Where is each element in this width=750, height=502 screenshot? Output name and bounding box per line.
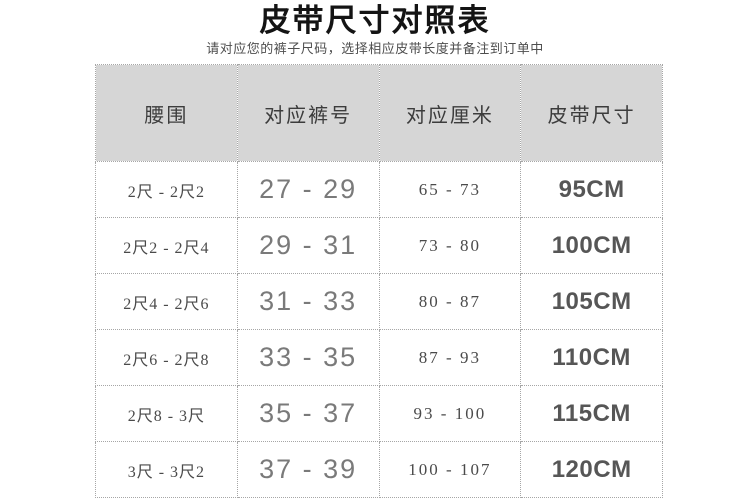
header-belt-size: 皮带尺寸 xyxy=(520,64,663,162)
header-waist: 腰围 xyxy=(95,64,238,162)
page-title: 皮带尺寸对照表 xyxy=(259,3,491,38)
cell-centimeters: 100 - 107 xyxy=(378,441,522,498)
cell-centimeters: 93 - 100 xyxy=(378,385,522,442)
cell-pants-size: 31 - 33 xyxy=(236,273,380,330)
cell-waist: 3尺 - 3尺2 xyxy=(95,441,238,498)
cell-waist: 2尺2 - 2尺4 xyxy=(95,217,238,274)
cell-waist: 2尺 - 2尺2 xyxy=(95,161,238,218)
cell-belt-size: 115CM xyxy=(520,385,663,442)
cell-pants-size: 27 - 29 xyxy=(236,161,380,218)
cell-centimeters: 73 - 80 xyxy=(378,217,522,274)
header-pants-size: 对应裤号 xyxy=(236,64,380,162)
table-row: 2尺8 - 3尺 35 - 37 93 - 100 115CM xyxy=(95,385,663,442)
cell-belt-size: 120CM xyxy=(520,441,663,498)
cell-belt-size: 105CM xyxy=(520,273,663,330)
cell-waist: 2尺6 - 2尺8 xyxy=(95,329,238,386)
table-row: 2尺2 - 2尺4 29 - 31 73 - 80 100CM xyxy=(95,217,663,274)
size-table: 腰围 对应裤号 对应厘米 皮带尺寸 2尺 - 2尺2 27 - 29 65 - … xyxy=(95,64,663,498)
cell-centimeters: 65 - 73 xyxy=(378,161,522,218)
cell-belt-size: 95CM xyxy=(520,161,663,218)
table-row: 2尺 - 2尺2 27 - 29 65 - 73 95CM xyxy=(95,161,663,218)
cell-belt-size: 100CM xyxy=(520,217,663,274)
page-subtitle: 请对应您的裤子尺码，选择相应皮带长度并备注到订单中 xyxy=(206,41,544,56)
cell-waist: 2尺8 - 3尺 xyxy=(95,385,238,442)
cell-pants-size: 29 - 31 xyxy=(236,217,380,274)
cell-pants-size: 35 - 37 xyxy=(236,385,380,442)
table-header-row: 腰围 对应裤号 对应厘米 皮带尺寸 xyxy=(95,64,663,162)
table-row: 3尺 - 3尺2 37 - 39 100 - 107 120CM xyxy=(95,441,663,498)
table-row: 2尺6 - 2尺8 33 - 35 87 - 93 110CM xyxy=(95,329,663,386)
cell-pants-size: 37 - 39 xyxy=(236,441,380,498)
table-row: 2尺4 - 2尺6 31 - 33 80 - 87 105CM xyxy=(95,273,663,330)
cell-waist: 2尺4 - 2尺6 xyxy=(95,273,238,330)
cell-centimeters: 80 - 87 xyxy=(378,273,522,330)
cell-centimeters: 87 - 93 xyxy=(378,329,522,386)
cell-pants-size: 33 - 35 xyxy=(236,329,380,386)
header-centimeters: 对应厘米 xyxy=(378,64,522,162)
cell-belt-size: 110CM xyxy=(520,329,663,386)
